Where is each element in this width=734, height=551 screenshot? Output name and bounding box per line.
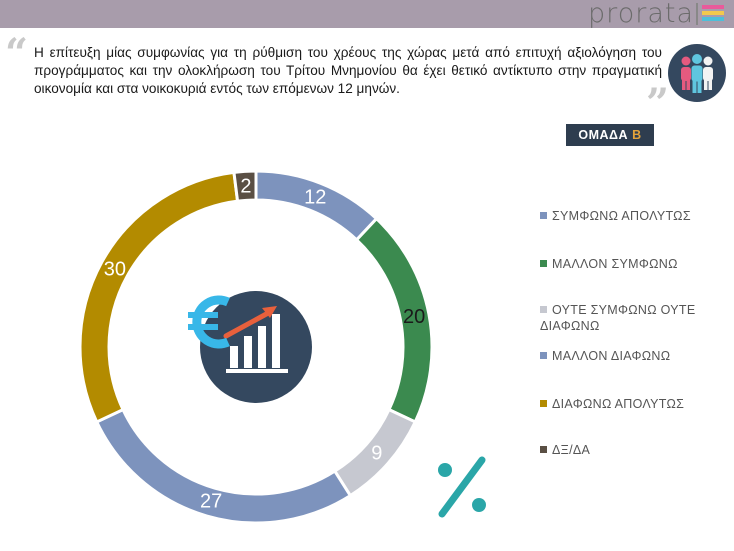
- legend-label: ΔΙΑΦΩΝΩ ΑΠΟΛΥΤΩΣ: [552, 397, 685, 411]
- logo-bar-yellow: [702, 11, 724, 15]
- donut-data-label: 30: [104, 258, 126, 280]
- percent-icon: [438, 456, 486, 518]
- donut-data-label: 27: [200, 491, 222, 513]
- group-badge: ΟΜΑΔΑ Β: [566, 124, 654, 146]
- legend-label: ΜΑΛΛΟΝ ΣΥΜΦΩΝΩ: [552, 257, 678, 271]
- legend-swatch: [540, 352, 547, 359]
- donut-data-label: 20: [403, 306, 425, 328]
- donut-data-labels: 12 20 9 27 30 2: [104, 175, 425, 512]
- logo-bars-icon: [702, 5, 724, 23]
- brand-name: prorata: [588, 0, 694, 29]
- legend-swatch: [540, 212, 547, 219]
- legend-item: ΜΑΛΛΟΝ ΔΙΑΦΩΝΩ: [540, 348, 730, 364]
- legend-item: ΜΑΛΛΟΝ ΣΥΜΦΩΝΩ: [540, 256, 730, 272]
- quote-open-icon: “: [5, 30, 29, 77]
- donut-data-label: 12: [304, 186, 326, 208]
- legend-label: ΔΞ/ΔΑ: [552, 443, 591, 457]
- group-badge-prefix: ΟΜΑΔΑ: [578, 128, 629, 142]
- donut-data-label: 9: [371, 442, 382, 464]
- legend-swatch: [540, 306, 547, 313]
- donut-slice: [94, 407, 353, 525]
- donut-slices: [78, 169, 434, 525]
- legend-item: ΟΥΤΕ ΣΥΜΦΩΝΩ ΟΥΤΕ ΔΙΑΦΩΝΩ: [540, 302, 715, 334]
- legend-label: ΟΥΤΕ ΣΥΜΦΩΝΩ ΟΥΤΕ ΔΙΑΦΩΝΩ: [540, 303, 696, 333]
- donut-slice: [232, 169, 258, 203]
- legend-swatch: [540, 400, 547, 407]
- group-badge-letter: Β: [632, 128, 642, 142]
- legend-item: ΣΥΜΦΩΝΩ ΑΠΟΛΥΤΩΣ: [540, 208, 730, 224]
- legend-swatch: [540, 446, 547, 453]
- people-group-icon: [668, 44, 726, 102]
- logo-bar-pink: [702, 5, 724, 9]
- legend-label: ΜΑΛΛΟΝ ΔΙΑΦΩΝΩ: [552, 349, 671, 363]
- quote-close-icon: ”: [646, 80, 670, 127]
- legend-item: ΔΙΑΦΩΝΩ ΑΠΟΛΥΤΩΣ: [540, 396, 730, 412]
- legend-swatch: [540, 260, 547, 267]
- survey-question: Η επίτευξη μίας συμφωνίας για τη ρύθμιση…: [34, 45, 662, 96]
- legend-item: ΔΞ/ΔΑ: [540, 442, 730, 458]
- legend-label: ΣΥΜΦΩΝΩ ΑΠΟΛΥΤΩΣ: [552, 209, 691, 223]
- euro-growth-chart-icon: [188, 291, 312, 403]
- brand-logo: prorata: [588, 0, 694, 28]
- logo-bar-blue: [702, 17, 724, 21]
- donut-chart: 12 20 9 27 30 2: [78, 169, 434, 525]
- top-banner: [0, 0, 734, 28]
- logo-divider: [696, 3, 698, 25]
- donut-data-label: 2: [240, 175, 251, 197]
